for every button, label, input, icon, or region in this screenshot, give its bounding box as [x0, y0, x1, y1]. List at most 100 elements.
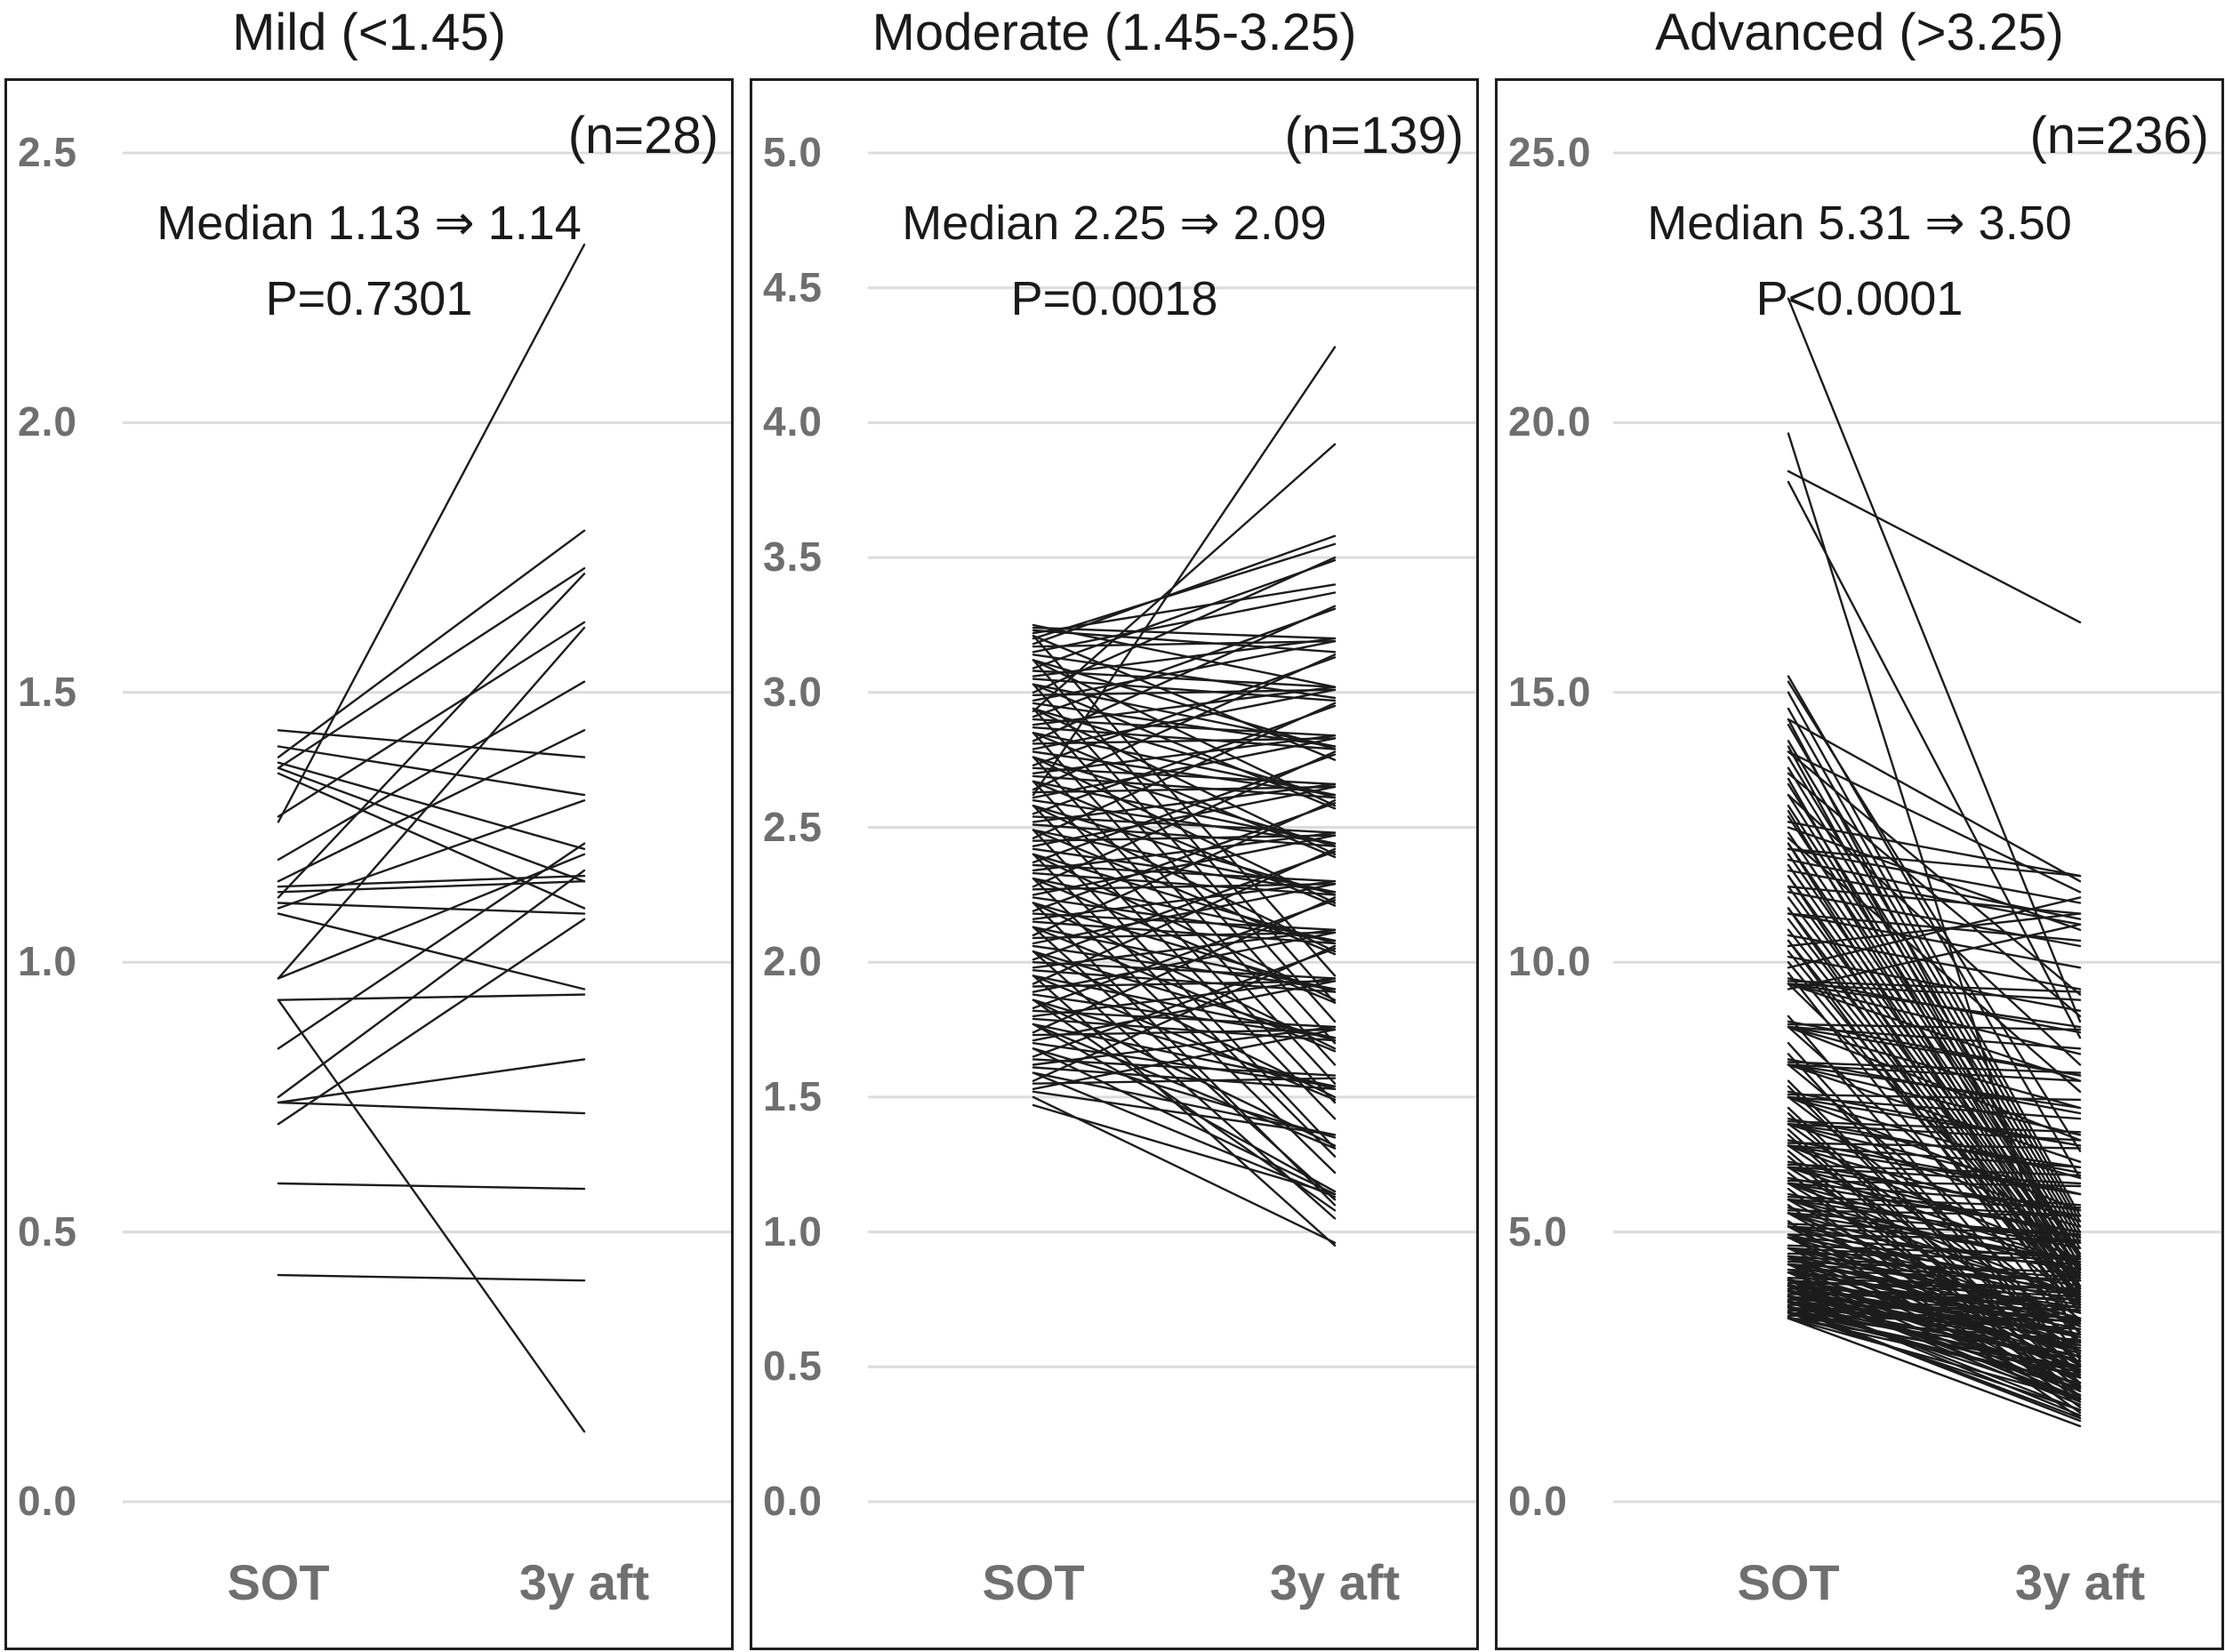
patient-line [1787, 821, 2082, 878]
patient-line [1032, 799, 1337, 937]
patient-line [1787, 847, 2082, 904]
y-tick-label: 15.0 [1508, 668, 1592, 715]
slope-plot-svg [123, 151, 731, 1504]
patient-line [1787, 432, 2082, 1363]
patient-line [1032, 726, 1337, 750]
patient-line [1787, 750, 2082, 894]
patient-line [1032, 670, 1337, 688]
patient-line [1032, 850, 1337, 961]
y-tick-label: 0.0 [18, 1477, 77, 1524]
patient-line [277, 912, 586, 990]
y-tick-label: 1.0 [18, 938, 77, 985]
slope-plot-svg [1613, 151, 2221, 1504]
patient-line [1032, 1017, 1337, 1042]
patient-line [277, 567, 586, 769]
patient-line [1787, 1317, 2082, 1428]
patient-line [1032, 1077, 1337, 1085]
patient-line [1032, 753, 1337, 864]
patient-line [1787, 777, 2082, 1287]
patient-line [1787, 1311, 2082, 1376]
y-tick-label: 4.0 [763, 398, 823, 445]
patient-line [1787, 691, 2082, 1217]
patient-line [1787, 972, 2082, 1344]
patient-line [277, 869, 586, 1099]
patient-line [1787, 1187, 2082, 1409]
patient-line [277, 993, 586, 1001]
patient-line [1032, 998, 1337, 1091]
patient-line [1787, 939, 2082, 1336]
patient-line [1032, 756, 1337, 847]
patient-line [1787, 793, 2082, 1066]
patient-line [1787, 718, 2082, 883]
patient-line [1787, 1306, 2082, 1420]
x-category-3y-aft: 3y aft [518, 1554, 650, 1610]
patient-line [1032, 896, 1337, 1034]
patient-line [277, 621, 586, 818]
patient-line [1787, 1106, 2082, 1384]
patient-line [1032, 750, 1337, 888]
patient-line [1787, 1022, 2082, 1031]
patient-line [1032, 785, 1337, 794]
y-tick-label: 25.0 [1508, 128, 1592, 175]
y-tick-label: 5.0 [763, 128, 823, 175]
patient-line [1032, 785, 1337, 847]
panel-plot-mild: 2.5 2.0 1.5 1.0 0.5 0.0 (n=28) Median 1.13 ⇒ … [4, 78, 734, 1650]
patient-line [1032, 640, 1337, 648]
patient-line [1787, 1233, 2082, 1303]
patient-line [1787, 1268, 2082, 1331]
patient-line [1787, 1316, 2082, 1384]
patient-line [1787, 955, 2082, 1013]
patient-line [1032, 1095, 1337, 1244]
sample-size-label: (n=28) [567, 107, 719, 164]
y-tick-label: 2.0 [763, 938, 823, 985]
patient-line [1787, 842, 2082, 1306]
patient-line [1032, 883, 1337, 891]
patient-line [1032, 688, 1337, 750]
patient-line [1032, 591, 1337, 654]
patient-line [1032, 737, 1337, 799]
patient-line [1032, 961, 1337, 980]
patient-line [1787, 1305, 2082, 1371]
p-value-annotation: P=0.7301 [265, 272, 473, 325]
patient-line [1032, 534, 1337, 646]
patient-line [277, 680, 586, 862]
patient-line [1787, 1278, 2082, 1339]
patient-line [1787, 1128, 2082, 1392]
patient-line [1032, 443, 1337, 713]
patient-line [1032, 678, 1337, 702]
patient-line [1032, 1028, 1337, 1091]
patient-line [1787, 831, 2082, 1266]
patient-line [1032, 346, 1337, 797]
patient-line [1787, 469, 2082, 624]
x-category-3y-aft: 3y aft [2014, 1554, 2146, 1610]
patient-line [1032, 805, 1337, 896]
patient-line [1787, 707, 2082, 1223]
patient-line [1032, 1058, 1337, 1077]
patient-line [1032, 1103, 1337, 1196]
patient-line [1787, 886, 2082, 915]
patient-line [277, 243, 586, 823]
slope-plot-svg [868, 151, 1476, 1504]
y-tick-label: 0.5 [18, 1207, 77, 1255]
patient-line [1787, 745, 2082, 1277]
patient-line [1787, 982, 2082, 1055]
patient-line [1032, 707, 1337, 799]
patient-line [1032, 1022, 1337, 1193]
patient-line [1787, 1053, 2082, 1368]
patient-line [1787, 480, 2082, 1039]
patient-line [277, 1273, 586, 1282]
patient-line [1787, 766, 2082, 1244]
y-tick-label: 2.0 [18, 398, 77, 445]
x-category-3y-aft: 3y aft [1269, 1554, 1401, 1610]
patient-line [277, 918, 586, 1126]
patient-line [1787, 874, 2082, 1314]
patient-line [1787, 842, 2082, 1271]
y-tick-label: 2.5 [763, 803, 823, 850]
patient-line [1032, 883, 1337, 945]
patient-line [1032, 871, 1337, 896]
patient-line [277, 874, 586, 888]
patient-line [1032, 902, 1337, 993]
panel-title-moderate: Moderate (1.45-3.25) [872, 4, 1357, 61]
patient-line [1787, 1260, 2082, 1274]
